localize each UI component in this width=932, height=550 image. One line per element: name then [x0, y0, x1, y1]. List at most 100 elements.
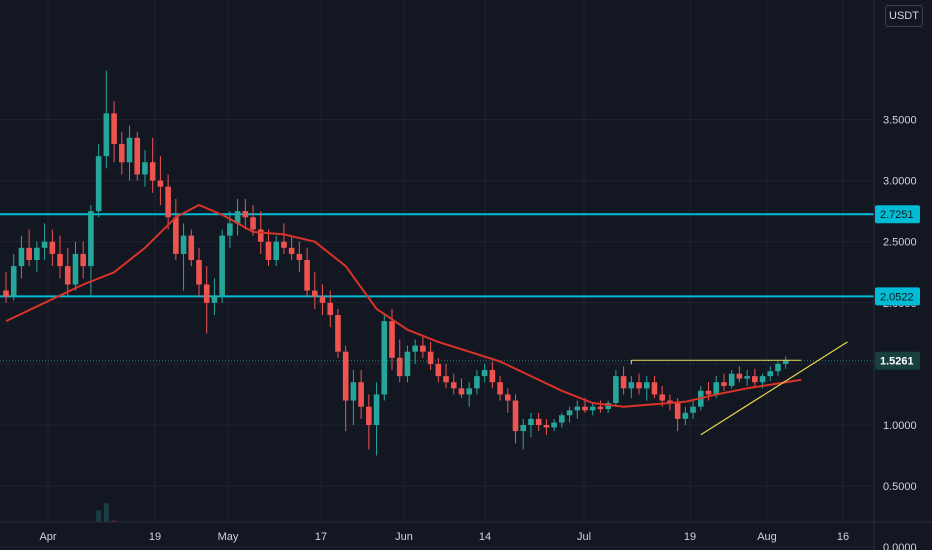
candle-body: [149, 162, 156, 181]
candle-body: [458, 388, 465, 395]
candle-body: [505, 394, 511, 401]
candle-body: [157, 180, 164, 187]
candle-body: [373, 394, 380, 425]
volume-bars: [96, 503, 117, 522]
candle-body: [211, 296, 218, 303]
candle-body: [88, 211, 94, 267]
candle-body: [589, 406, 596, 411]
volume-bar: [103, 503, 109, 522]
candle-body: [605, 403, 611, 410]
trendlines: [630, 341, 848, 436]
candle-body: [682, 412, 689, 419]
candle-body: [782, 360, 789, 364]
grid: [0, 0, 874, 548]
time-tick-label: 19: [149, 531, 161, 543]
candle-body: [481, 370, 488, 377]
candle-body: [219, 235, 225, 297]
price-tick-label: 3.5000: [883, 115, 917, 127]
candle-body: [196, 260, 202, 285]
candle-body: [520, 425, 527, 432]
candle-body: [528, 418, 534, 425]
price-tick-label: 0.0000: [883, 542, 917, 550]
candle-body: [404, 351, 411, 377]
candle-body: [288, 247, 295, 254]
candle-body: [597, 406, 604, 410]
candle-body: [273, 241, 279, 261]
candle-body: [643, 382, 650, 389]
time-tick-label: Aug: [757, 531, 777, 543]
price-tick-label: 0.5000: [883, 481, 917, 493]
candle-body: [435, 363, 442, 377]
candle-body: [358, 382, 364, 407]
candle-body: [57, 253, 63, 267]
time-tick-label: 14: [479, 531, 491, 543]
candle-body: [613, 376, 619, 404]
currency-button[interactable]: USDT: [885, 5, 923, 27]
candles: [3, 70, 789, 456]
candle-body: [203, 284, 210, 303]
candle-body: [775, 363, 781, 372]
candle-body: [713, 382, 720, 395]
candle-body: [628, 382, 635, 389]
price-tag-bg: [875, 205, 920, 224]
candle-body: [95, 156, 102, 212]
horizontal-levels: [0, 213, 874, 362]
candle-body: [304, 260, 310, 291]
candle-body: [396, 357, 403, 377]
candle-body: [41, 241, 48, 248]
candle-body: [126, 137, 133, 163]
candle-body: [543, 425, 550, 428]
candle-body: [72, 253, 79, 285]
time-tick-label: Jul: [577, 531, 591, 543]
candle-body: [111, 113, 117, 144]
candle-body: [180, 235, 187, 254]
candle-body: [257, 229, 264, 242]
candle-body: [3, 290, 9, 297]
candle-body: [134, 137, 141, 175]
price-tag-label: 2.0522: [880, 291, 914, 303]
candle-body: [443, 376, 449, 383]
candle-body: [636, 382, 642, 389]
candle-body: [736, 373, 743, 379]
candle-body: [312, 290, 318, 297]
candle-body: [119, 143, 125, 163]
candle-body: [450, 382, 457, 389]
candle-body: [489, 370, 496, 383]
candle-body: [49, 241, 56, 254]
level-price-tag: 2.7251: [875, 205, 920, 224]
candle-body: [34, 247, 40, 261]
candle-body: [752, 376, 758, 383]
price-tags: 2.7251 2.0522 1.5261: [875, 205, 920, 370]
price-tick-label: 3.0000: [883, 176, 917, 188]
time-tick-label: 19: [684, 531, 696, 543]
candle-body: [674, 403, 681, 419]
candle-body: [420, 345, 426, 352]
candle-body: [381, 321, 388, 395]
candle-body: [234, 211, 241, 224]
time-tick-label: 17: [315, 531, 327, 543]
candle-body: [412, 345, 418, 352]
candle-body: [142, 162, 148, 175]
candle-body: [64, 266, 71, 285]
candle-body: [188, 235, 195, 261]
candle-body: [389, 321, 395, 358]
time-axis-ticks: Apr 19 May 17 Jun 14 Jul 19 Aug 16: [39, 531, 849, 543]
candle-body: [551, 422, 557, 428]
candle-body: [103, 113, 110, 157]
price-tick-label: 2.5000: [883, 237, 917, 249]
candle-body: [173, 217, 179, 254]
level-price-tag: 2.0522: [875, 287, 920, 306]
candle-body: [427, 351, 434, 364]
candle-body: [535, 418, 542, 425]
ascending-trendline: [700, 341, 848, 436]
candle-body: [26, 247, 32, 261]
candle-body: [582, 406, 588, 411]
volume-bar: [111, 520, 117, 522]
candle-body: [659, 394, 665, 401]
candle-body: [474, 376, 480, 389]
candle-body: [767, 371, 774, 377]
volume-bar: [96, 510, 102, 522]
candle-body: [566, 410, 573, 416]
